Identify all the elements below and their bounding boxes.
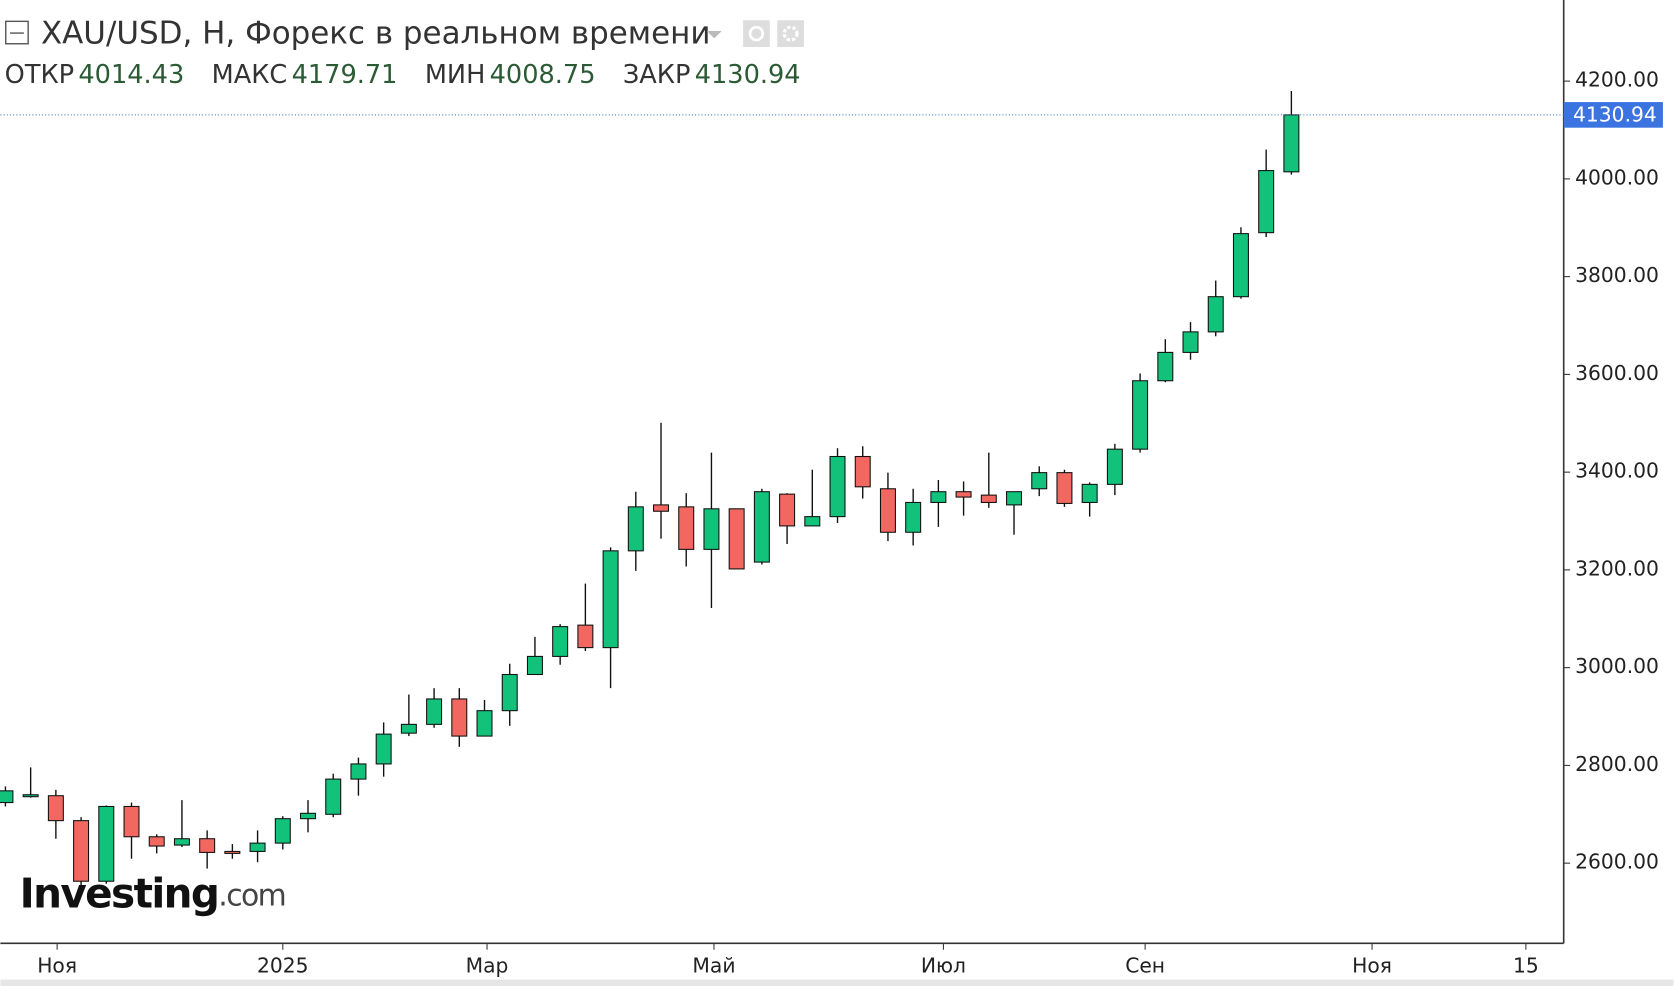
eye-button[interactable] (743, 20, 770, 47)
candle-body (879, 488, 896, 533)
candle-body (1157, 351, 1174, 382)
candle-body (905, 501, 922, 533)
candle-body (0, 790, 14, 804)
candle-body (753, 491, 770, 563)
x-tick-label: Июл (921, 953, 966, 977)
y-tick-label: 4000.00 (1575, 165, 1659, 189)
candle-body (22, 794, 39, 798)
candle-body (400, 723, 417, 734)
y-tick-label: 2600.00 (1575, 850, 1659, 874)
candle-body (350, 763, 367, 780)
ohlc-label: МАКС (212, 60, 288, 90)
dropdown-arrow[interactable] (706, 30, 722, 39)
gear-icon (782, 25, 799, 42)
x-tick-label: Ноя (37, 953, 77, 977)
x-tick-label: Ноя (1352, 953, 1392, 977)
candle-body (1258, 170, 1275, 234)
y-tick-label: 3600.00 (1575, 361, 1659, 385)
candle-body (930, 491, 947, 503)
candle-body (1182, 331, 1199, 353)
y-tick-label: 3000.00 (1575, 654, 1659, 678)
eye-icon (748, 25, 765, 42)
y-tick-label: 2800.00 (1575, 752, 1659, 776)
candle-body (123, 805, 140, 838)
candle-body (47, 795, 64, 822)
chart-title: XAU/USD, Н, Форекс в реальном времени (41, 16, 711, 52)
candle-body (426, 698, 443, 725)
candle-body (375, 733, 392, 765)
candle-body (173, 838, 190, 846)
candle-body (602, 550, 619, 649)
ohlc-row: ОТКР 4014.43 МАКС 4179.71 МИН 4008.75 ЗАКР 4… (5, 60, 801, 90)
candle-body (703, 508, 720, 550)
last-price-tag (1563, 102, 1663, 128)
candle-body (476, 710, 493, 737)
candle-body (300, 812, 317, 820)
candle-body (854, 455, 871, 488)
ohlc-label: МИН (425, 60, 486, 90)
candle-body (501, 673, 518, 712)
candle-body (1081, 483, 1098, 503)
candle-body (526, 655, 543, 676)
candle-body (1283, 114, 1300, 173)
y-tick-label: 3800.00 (1575, 263, 1659, 287)
candle-body (1132, 380, 1149, 450)
bottom-band (0, 979, 1674, 986)
candle-body (1207, 296, 1224, 333)
y-tick-label: 3400.00 (1575, 459, 1659, 483)
last-price-label: 4130.94 (1573, 102, 1657, 126)
candle-body (1106, 448, 1123, 485)
candle-body (224, 850, 241, 854)
candle-body (451, 698, 468, 737)
candle-body (980, 494, 997, 503)
ohlc-value: 4179.71 (292, 60, 398, 90)
x-tick-label: 15 (1513, 953, 1539, 977)
candle-body (678, 506, 695, 550)
candle-body (627, 506, 644, 552)
ohlc-label: ЗАКР (623, 60, 691, 90)
x-tick-label: Мар (466, 953, 509, 977)
logo-main: Investing (20, 869, 219, 917)
candle-body (249, 842, 266, 852)
candle-body (829, 455, 846, 518)
candle-body (552, 626, 569, 657)
logo: Investing.com (20, 869, 286, 917)
collapse-icon[interactable] (5, 20, 29, 45)
ohlc-value: 4008.75 (490, 60, 596, 90)
candle-body (1056, 472, 1073, 504)
candle-body (577, 624, 594, 649)
y-tick-label: 3200.00 (1575, 556, 1659, 580)
candle-body (199, 838, 216, 853)
x-tick-label: Май (692, 953, 735, 977)
candle-body (804, 516, 821, 527)
candle-body (1031, 472, 1048, 490)
candle-body (653, 504, 670, 512)
ohlc-value: 4130.94 (695, 60, 801, 90)
x-tick-label: 2025 (257, 953, 309, 977)
candle-body (274, 818, 291, 844)
ohlc-label: ОТКР (5, 60, 74, 90)
candle-body (98, 805, 115, 882)
x-tick-label: Сен (1125, 953, 1165, 977)
candle-body (1006, 491, 1023, 506)
candle-body (728, 508, 745, 570)
candle-body (1232, 233, 1249, 298)
settings-button[interactable] (777, 20, 804, 47)
candle-body (148, 836, 165, 847)
ohlc-value: 4014.43 (78, 60, 184, 90)
candle-body (779, 493, 796, 527)
candle-body (325, 778, 342, 815)
candle-body (955, 491, 972, 498)
y-tick-label: 4200.00 (1575, 68, 1659, 92)
logo-suffix: .com (218, 878, 285, 913)
candle-body (73, 820, 90, 882)
